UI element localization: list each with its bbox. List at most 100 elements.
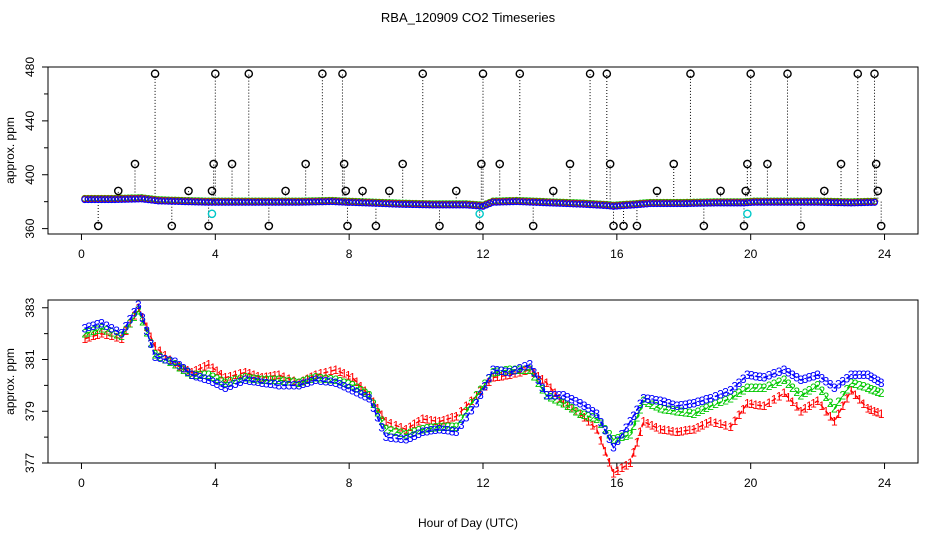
- data-point-label: 3: [598, 415, 605, 429]
- baseline-point: [261, 198, 270, 206]
- data-point-label: 2: [699, 403, 706, 417]
- data-point-label: 2: [172, 358, 179, 372]
- data-point-label: 2: [802, 386, 809, 400]
- baseline-point: [683, 200, 691, 208]
- x-tick-label: 0: [78, 476, 85, 490]
- data-point-label: 2: [736, 386, 743, 400]
- data-point-label: 3: [678, 398, 685, 412]
- baseline-point: [365, 199, 373, 207]
- data-point-label: 1: [602, 444, 609, 458]
- baseline-point: [462, 201, 470, 209]
- data-point-label: 3: [403, 433, 410, 447]
- data-point-label: 1: [477, 384, 484, 398]
- data-point-label: 3: [486, 371, 493, 385]
- data-point-label: 3: [498, 364, 505, 378]
- data-point-label: 2: [602, 422, 609, 436]
- data-point-label: 3: [717, 387, 724, 401]
- data-point-label: 1: [411, 417, 418, 431]
- baseline-point: [566, 200, 574, 208]
- data-point-label: 3: [189, 368, 196, 382]
- data-point-label: 1: [707, 415, 714, 429]
- data-point-label: 3: [424, 424, 431, 438]
- data-point-label: 2: [176, 360, 183, 374]
- baseline-point: [539, 199, 547, 207]
- baseline-point: [733, 199, 741, 207]
- data-point-label: 3: [690, 396, 697, 410]
- baseline-point: [258, 198, 266, 206]
- data-point-label: 1: [539, 373, 546, 387]
- data-point-label: 1: [640, 415, 647, 429]
- data-point: [743, 159, 752, 169]
- data-point-label: 3: [345, 382, 352, 396]
- data-point-label: 3: [94, 318, 101, 332]
- baseline-point: [713, 199, 721, 207]
- data-point-label: 3: [259, 376, 266, 390]
- data-point-label: 2: [490, 365, 497, 379]
- data-point-label: 2: [793, 385, 800, 399]
- data-point-label: 1: [424, 413, 431, 427]
- baseline-point: [282, 198, 290, 206]
- data-point-label: 2: [511, 363, 518, 377]
- data-point: [371, 221, 381, 231]
- data-point-label: 1: [271, 369, 278, 383]
- data-point-label: 3: [193, 369, 200, 383]
- data-point-label: 3: [118, 327, 125, 341]
- baseline-point: [516, 198, 524, 206]
- data-point-label: 2: [473, 389, 480, 403]
- data-point-label: 1: [291, 374, 298, 388]
- data-point-label: 1: [810, 396, 817, 410]
- data-point-label: 2: [852, 377, 859, 391]
- data-point: [478, 69, 488, 79]
- data-point-label: 2: [731, 389, 738, 403]
- data-point-label: 2: [362, 386, 369, 400]
- data-point: [418, 69, 428, 79]
- data-point-label: 1: [690, 422, 697, 436]
- baseline-point: [466, 201, 474, 209]
- data-point-label: 1: [516, 365, 523, 379]
- data-point-label: 1: [407, 420, 414, 434]
- baseline-point: [492, 198, 500, 206]
- data-point-label: 1: [722, 418, 729, 432]
- baseline-point: [158, 197, 166, 205]
- x-tick-label: 12: [476, 476, 490, 490]
- data-point: [207, 186, 217, 196]
- data-point-label: 3: [531, 365, 538, 379]
- baseline-point: [663, 200, 671, 208]
- data-point-label: 1: [362, 384, 369, 398]
- baseline-point: [174, 197, 183, 206]
- data-point-label: 2: [388, 424, 395, 438]
- data-point: [609, 221, 618, 231]
- data-point: [475, 221, 484, 231]
- baseline-point: [385, 200, 393, 208]
- data-point-label: 1: [686, 423, 693, 437]
- data-point-label: 2: [291, 375, 298, 389]
- baseline-point: [318, 198, 326, 206]
- data-point-label: 3: [327, 375, 334, 389]
- data-point-label: 3: [573, 395, 580, 409]
- baseline-point: [773, 198, 782, 206]
- x-tick-label: 16: [610, 247, 624, 261]
- data-point-label: 3: [383, 430, 390, 444]
- data-point-label: 1: [827, 409, 834, 423]
- baseline-point: [730, 199, 738, 207]
- data-point: [763, 159, 772, 169]
- baseline-point: [703, 199, 711, 207]
- data-point-label: 3: [122, 320, 129, 334]
- data-point-label: 1: [699, 418, 706, 432]
- baseline-point: [271, 198, 280, 206]
- data-point-label: 3: [806, 371, 813, 385]
- data-point-label: 2: [407, 426, 414, 440]
- data-point-label: 3: [637, 397, 644, 411]
- data-point-label: 2: [695, 405, 702, 419]
- data-point-label: 2: [108, 325, 115, 339]
- data-point: [358, 186, 367, 196]
- data-point-label: 3: [477, 388, 484, 402]
- baseline-point: [128, 195, 136, 203]
- baseline-point: [191, 198, 199, 206]
- data-point: [870, 69, 879, 79]
- data-point-label: 2: [516, 363, 523, 377]
- data-point-label: 2: [547, 391, 554, 405]
- baseline-point: [235, 198, 243, 206]
- data-point-label: 3: [640, 391, 647, 405]
- data-point-label: 1: [131, 309, 138, 323]
